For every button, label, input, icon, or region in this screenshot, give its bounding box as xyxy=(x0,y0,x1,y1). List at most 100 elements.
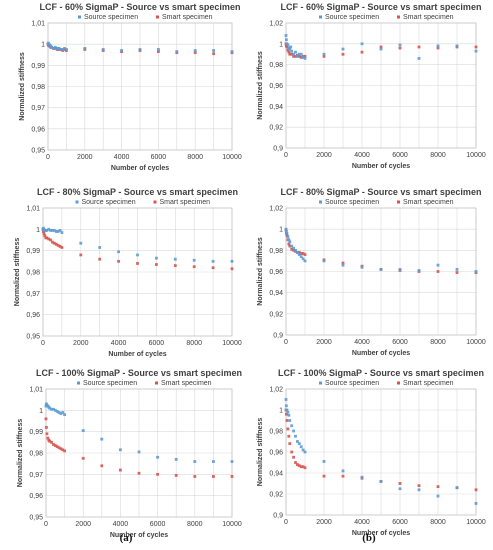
data-point-smart xyxy=(230,475,234,478)
x-tick-label: 2000 xyxy=(73,340,89,347)
data-point-source xyxy=(299,445,303,449)
x-tick-label: 8000 xyxy=(430,152,446,159)
data-point-source xyxy=(60,231,64,234)
data-point-source xyxy=(294,434,297,438)
data-point-source xyxy=(79,241,83,245)
data-point-smart xyxy=(322,54,326,58)
data-point-source xyxy=(417,269,421,272)
data-point-source xyxy=(53,408,57,412)
data-point-source xyxy=(417,57,421,60)
data-point-source xyxy=(286,410,290,414)
y-tick-label: 0,97 xyxy=(29,472,43,479)
y-tick-label: 0,92 xyxy=(269,311,283,318)
data-point-source xyxy=(230,460,234,463)
data-point-source xyxy=(284,398,288,401)
data-point-source xyxy=(290,424,294,428)
data-point-smart xyxy=(287,242,291,246)
data-point-source xyxy=(81,429,85,432)
data-point-smart xyxy=(303,253,307,256)
data-point-source xyxy=(193,460,197,463)
data-point-source xyxy=(360,475,364,479)
data-point-smart xyxy=(398,46,402,50)
x-tick-label: 10000 xyxy=(222,154,242,161)
data-point-smart xyxy=(61,448,65,452)
x-axis-label: Number of cycles xyxy=(352,163,410,170)
x-tick-label: 4000 xyxy=(354,152,370,159)
plot-frame xyxy=(47,22,233,151)
data-point-source xyxy=(156,455,159,459)
data-point-smart xyxy=(44,426,48,429)
data-point-source xyxy=(322,259,326,263)
x-tick-label: 2000 xyxy=(316,339,332,346)
x-tick-label: 6000 xyxy=(392,339,408,346)
data-point-source xyxy=(292,246,295,250)
data-point-source xyxy=(455,486,459,490)
data-point-source xyxy=(299,52,303,56)
x-tick-label: 2000 xyxy=(316,152,332,159)
data-point-source xyxy=(297,52,301,56)
data-point-smart xyxy=(341,474,345,478)
data-point-smart xyxy=(50,440,53,444)
data-point-smart xyxy=(155,263,158,266)
data-point-source xyxy=(297,442,301,445)
data-point-source xyxy=(155,256,158,260)
data-point-smart xyxy=(54,242,58,246)
x-tick-label: 0 xyxy=(41,340,45,347)
data-point-smart xyxy=(303,466,307,470)
data-point-smart xyxy=(417,45,421,49)
x-tick-label: 6000 xyxy=(392,152,408,159)
data-point-source xyxy=(192,258,196,262)
data-point-smart xyxy=(137,471,141,475)
data-point-source xyxy=(360,265,364,269)
data-point-source xyxy=(47,227,51,231)
y-tick-label: 0,99 xyxy=(29,429,43,436)
y-tick-label: 0,99 xyxy=(31,63,45,70)
data-point-source xyxy=(301,55,305,59)
data-point-source xyxy=(212,49,215,52)
data-point-smart xyxy=(290,247,294,251)
data-point-source xyxy=(173,257,177,261)
data-point-source xyxy=(54,230,58,233)
data-point-smart xyxy=(297,464,301,468)
data-point-smart xyxy=(193,475,197,478)
data-point-source xyxy=(48,406,52,410)
data-point-smart xyxy=(286,48,290,52)
x-tick-label: 4000 xyxy=(111,340,127,347)
data-point-source xyxy=(51,229,54,232)
data-point-source xyxy=(61,48,65,51)
data-point-source xyxy=(292,52,295,56)
data-point-smart xyxy=(60,246,64,249)
y-axis-label: Normalized stiffness xyxy=(257,51,264,120)
data-point-source xyxy=(284,229,288,233)
plot-frame xyxy=(42,207,233,337)
y-tick-label: 0,95 xyxy=(29,515,43,522)
y-tick-label: 1 xyxy=(41,42,45,49)
data-point-source xyxy=(322,52,326,56)
x-tick-label: 6000 xyxy=(392,519,408,526)
data-point-source xyxy=(292,429,295,433)
y-tick-label: 0,99 xyxy=(26,248,40,255)
data-point-source xyxy=(285,232,289,235)
data-point-smart xyxy=(474,488,478,492)
data-point-smart xyxy=(303,54,307,58)
data-point-source xyxy=(284,34,288,37)
data-point-source xyxy=(303,450,307,454)
data-point-smart xyxy=(285,419,289,422)
y-tick-label: 0,92 xyxy=(269,492,283,499)
x-tick-label: 4000 xyxy=(354,339,370,346)
data-point-source xyxy=(284,227,288,231)
chart-title: LCF - 60% SigmaP - Source vs smart speci… xyxy=(281,2,482,12)
data-point-source xyxy=(63,47,66,50)
y-tick-label: 0,94 xyxy=(269,290,283,297)
x-tick-label: 10000 xyxy=(466,339,486,346)
data-point-source xyxy=(474,502,478,505)
x-tick-label: 6000 xyxy=(149,340,165,347)
data-point-source xyxy=(58,229,62,232)
data-point-smart xyxy=(288,244,292,248)
x-tick-label: 4000 xyxy=(114,154,130,161)
legend-label-smart: Smart specimen xyxy=(403,14,454,21)
data-point-source xyxy=(50,407,53,411)
x-tick-label: 6000 xyxy=(150,521,166,528)
data-point-source xyxy=(50,45,54,49)
